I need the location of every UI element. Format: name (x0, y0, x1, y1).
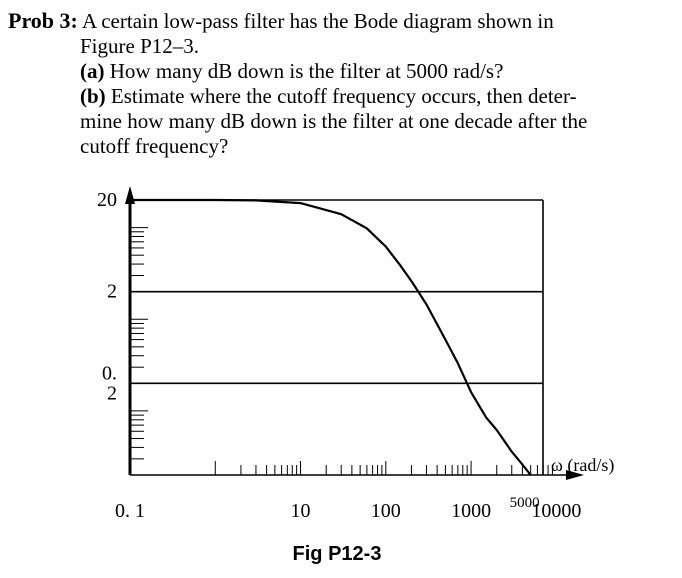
part-b-label: (b) (80, 84, 106, 108)
x-annotation-label: 5000 (510, 495, 540, 511)
y-tick-label: 2 (107, 382, 117, 404)
x-tick-label: 100 (371, 500, 401, 522)
x-tick-label: 10000 (531, 500, 581, 522)
part-b-line-1: Estimate where the cutoff frequency occu… (110, 84, 577, 108)
x-axis-label: ω (rad/s) (551, 455, 614, 476)
part-a-label: (a) (80, 59, 105, 83)
part-b-line-3: cutoff frequency? (80, 134, 229, 158)
x-tick-label: 0. 1 (115, 500, 145, 522)
part-a: (a) How many dB down is the filter at 50… (8, 59, 674, 84)
x-tick-label: 10 (291, 500, 311, 522)
y-tick-label: 0. (102, 362, 117, 384)
x-axis-arrow (566, 470, 584, 480)
y-tick-label: 20 (97, 189, 117, 211)
problem-statement: Prob 3: A certain low-pass filter has th… (8, 8, 674, 159)
figure-caption: Fig P12-3 (293, 543, 382, 565)
part-a-text: How many dB down is the filter at 5000 r… (109, 59, 504, 83)
intro-line-2: Figure P12–3. (80, 34, 200, 58)
problem-intro: Prob 3: A certain low-pass filter has th… (8, 8, 674, 34)
part-b-line-2: mine how many dB down is the filter at o… (80, 109, 588, 133)
y-axis-arrow (125, 186, 135, 204)
problem-label: Prob 3: (8, 8, 78, 33)
intro-line-1: A certain low-pass filter has the Bode d… (81, 9, 554, 33)
y-tick-label: 2 (107, 281, 117, 303)
magnitude-curve (215, 198, 532, 476)
part-b: (b) Estimate where the cutoff frequency … (8, 84, 674, 109)
x-tick-label: 1000 (451, 500, 491, 522)
